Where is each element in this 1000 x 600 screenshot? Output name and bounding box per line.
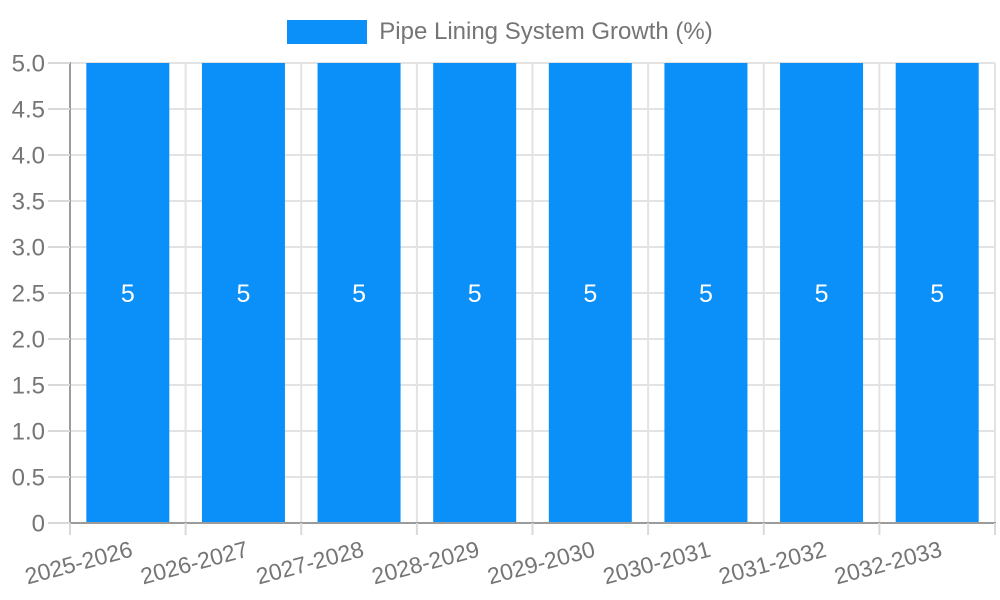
x-tick-label: 2029-2030 (485, 536, 598, 590)
bar[interactable] (780, 63, 864, 523)
x-tick-label: 2025-2026 (22, 536, 135, 590)
bar-value-label: 5 (236, 280, 250, 308)
legend-swatch (287, 20, 368, 44)
bar-value-label: 5 (930, 280, 944, 308)
y-tick-label: 0 (32, 510, 45, 537)
bar[interactable] (895, 63, 979, 523)
y-tick-label: 2.5 (12, 280, 45, 307)
x-tick-label: 2027-2028 (253, 536, 366, 590)
bar[interactable] (664, 63, 748, 523)
bar[interactable] (201, 63, 285, 523)
y-tick-label: 1.0 (12, 418, 45, 445)
y-tick-label: 1.5 (12, 372, 45, 399)
bars (86, 63, 979, 523)
tick-marks (48, 62, 996, 535)
x-tick-label: 2026-2027 (138, 536, 251, 590)
bar[interactable] (317, 63, 401, 523)
y-tick-label: 5.0 (12, 50, 45, 77)
x-tick-label: 2030-2031 (600, 536, 713, 590)
bar[interactable] (86, 63, 170, 523)
x-axis-labels: 2025-2026 2026-2027 2027-2028 2028-2029 2029… (22, 536, 944, 590)
legend-label: Pipe Lining System Growth (%) (379, 18, 713, 45)
bar[interactable] (433, 63, 517, 523)
y-tick-label: 3.0 (12, 234, 45, 261)
y-tick-label: 4.0 (12, 142, 45, 169)
y-tick-label: 2.0 (12, 326, 45, 353)
bar-value-label: 5 (815, 280, 829, 308)
bar-value-label: 5 (121, 280, 135, 308)
bar-value-labels: 5 5 5 5 5 5 5 5 (121, 280, 944, 308)
y-tick-label: 3.5 (12, 188, 45, 215)
legend-item[interactable]: Pipe Lining System Growth (%) (0, 18, 1000, 46)
y-tick-label: 4.5 (12, 96, 45, 123)
bar[interactable] (548, 63, 632, 523)
y-tick-label: 0.5 (12, 464, 45, 491)
x-tick-label: 2028-2029 (369, 536, 482, 590)
x-tick-label: 2031-2032 (716, 536, 829, 590)
bar-value-label: 5 (583, 280, 597, 308)
x-tick-label: 2032-2033 (832, 536, 945, 590)
y-axis-labels: 0 0.5 1.0 1.5 2.0 2.5 3.0 3.5 4.0 4.5 5.0 (12, 50, 45, 537)
bar-value-label: 5 (699, 280, 713, 308)
bar-value-label: 5 (352, 280, 366, 308)
bar-value-label: 5 (468, 280, 482, 308)
